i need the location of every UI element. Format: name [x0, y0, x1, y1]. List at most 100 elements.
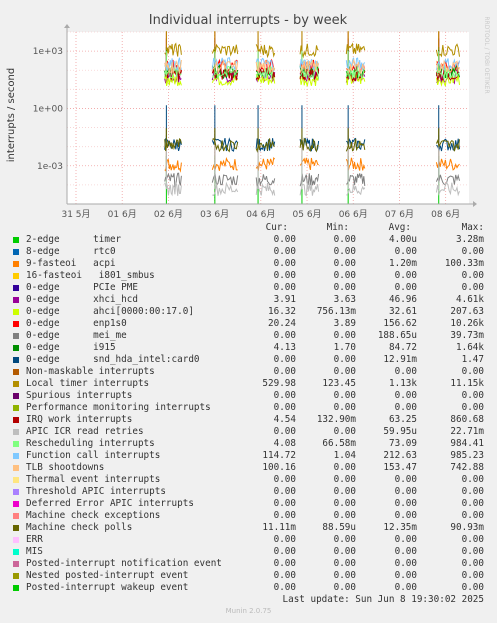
- legend-max: 11.15k: [450, 378, 484, 389]
- legend-swatch: [13, 453, 19, 459]
- legend-cur: 11.11m: [262, 522, 296, 533]
- series-segment: [299, 58, 320, 71]
- legend-swatch: [13, 381, 19, 387]
- x-tick-label: 06 6月: [339, 209, 368, 220]
- legend-min: 0.00: [333, 366, 356, 377]
- legend-avg: 63.25: [389, 414, 417, 425]
- plot-area: [67, 32, 469, 204]
- legend-item: Local timer interrupts 529.98 123.45 1.13k 1…: [0, 378, 497, 390]
- legend-swatch: [13, 441, 19, 447]
- legend-min: 0.00: [333, 582, 356, 593]
- series-segment: [345, 57, 366, 71]
- series-segment: [211, 157, 238, 172]
- x-tick-label: 02 6月: [154, 209, 183, 220]
- series-segment: [435, 181, 460, 197]
- legend-cur: 16.32: [268, 306, 296, 317]
- series-segment: [345, 67, 366, 80]
- legend-item: 9-fasteoi acpi 0.00 0.00 1.20m 100.33m: [0, 258, 497, 270]
- legend-swatch: [13, 393, 19, 399]
- legend-label: Nested posted-interrupt event: [26, 570, 189, 581]
- legend-avg: 0.00: [394, 558, 417, 569]
- legend-min: 132.90m: [316, 414, 356, 425]
- legend-max: 0.00: [461, 558, 484, 569]
- legend-swatch: [13, 465, 19, 471]
- series-segment: [211, 137, 239, 152]
- rrdtool-side-label: RRDTOOL / TOBI OETIKER: [483, 16, 490, 93]
- legend-swatch: [13, 345, 19, 351]
- legend-max: 4.61k: [456, 294, 484, 305]
- legend-min: 123.45: [322, 378, 356, 389]
- legend-max: 0.00: [461, 270, 484, 281]
- legend-avg: 0.00: [394, 474, 417, 485]
- legend-label: 9-fasteoi acpi: [26, 258, 116, 269]
- legend-cur: 0.00: [273, 258, 296, 269]
- legend-item: 0-edge PCIe PME 0.00 0.00 0.00 0.00: [0, 282, 497, 294]
- legend-swatch: [13, 525, 19, 531]
- legend-cur: 0.00: [273, 534, 296, 545]
- legend-max: 0.00: [461, 402, 484, 413]
- series-segment: [299, 68, 320, 81]
- legend-avg: 0.00: [394, 246, 417, 257]
- legend-max: 0.00: [461, 582, 484, 593]
- legend-min: 0.00: [333, 270, 356, 281]
- legend-avg: 32.61: [389, 306, 417, 317]
- series-segment: [211, 65, 239, 80]
- legend-min: 3.89: [333, 318, 356, 329]
- legend-label: Non-maskable interrupts: [26, 366, 155, 377]
- legend-avg: 0.00: [394, 282, 417, 293]
- legend-label: Posted-interrupt wakeup event: [26, 582, 189, 593]
- legend-max: 22.71m: [450, 426, 484, 437]
- series-segment: [345, 157, 366, 171]
- legend-avg: 59.95u: [383, 426, 417, 437]
- legend-max: 0.00: [461, 390, 484, 401]
- legend-max: 1.64k: [456, 342, 484, 353]
- y-tick-label: 1e+03: [33, 47, 63, 57]
- series-segment: [435, 43, 460, 58]
- legend-min: 0.00: [333, 282, 356, 293]
- legend-cur: 4.54: [273, 414, 296, 425]
- legend-item: 2-edge timer 0.00 0.00 4.00u 3.28m: [0, 234, 497, 246]
- legend-cur: 4.13: [273, 342, 296, 353]
- legend-max: 1.47: [461, 354, 484, 365]
- legend-min: 0.00: [333, 354, 356, 365]
- legend-cur: 3.91: [273, 294, 296, 305]
- axes: 1e+03 1e+00 1e-03 31 5月 01 6月 02 6月 03 6月 04 6月…: [33, 24, 477, 220]
- legend-cur: 0.00: [273, 366, 296, 377]
- legend-max: 985.23: [450, 450, 484, 461]
- legend-min: 0.00: [333, 402, 356, 413]
- legend-label: IRQ work interrupts: [26, 414, 133, 425]
- legend-cur: 0.00: [273, 558, 296, 569]
- series-segment: [255, 60, 276, 74]
- y-axis-label: interrupts / second: [6, 68, 17, 162]
- legend-cur: 0.00: [273, 402, 296, 413]
- legend-swatch: [13, 489, 19, 495]
- series-segment: [299, 43, 319, 59]
- legend-header: Cur: Min: Avg: Max:: [0, 222, 497, 234]
- series-segment: [436, 138, 460, 152]
- legend-label: 0-edge snd_hda_intel:card0: [26, 354, 200, 365]
- legend-item: Posted-interrupt wakeup event 0.00 0.00 0.0…: [0, 582, 497, 594]
- legend-cur: 0.00: [273, 330, 296, 341]
- legend-cur: 0.00: [273, 234, 296, 245]
- legend-item: Nested posted-interrupt event 0.00 0.00 0.0…: [0, 570, 497, 582]
- legend-cur: 0.00: [273, 426, 296, 437]
- col-cur: Cur:: [265, 222, 288, 233]
- legend-min: 88.59u: [322, 522, 356, 533]
- x-tick-label: 01 6月: [108, 209, 137, 220]
- legend-avg: 153.47: [383, 462, 417, 473]
- legend-min: 66.58m: [322, 438, 356, 449]
- series-line: [164, 31, 460, 59]
- legend-swatch: [13, 285, 19, 291]
- series-segment: [212, 138, 239, 153]
- x-tick-label: 05 6月: [293, 209, 322, 220]
- series-segment: [299, 137, 319, 153]
- legend-item: Thermal event interrupts 0.00 0.00 0.00 0.00: [0, 474, 497, 486]
- legend-cur: 0.00: [273, 474, 296, 485]
- legend-min: 0.00: [333, 234, 356, 245]
- legend-item: IRQ work interrupts 4.54 132.90m 63.25 860.6…: [0, 414, 497, 426]
- legend-label: Machine check polls: [26, 522, 133, 533]
- legend-max: 0.00: [461, 570, 484, 581]
- legend-swatch: [13, 513, 19, 519]
- legend-max: 0.00: [461, 534, 484, 545]
- legend-min: 0.00: [333, 258, 356, 269]
